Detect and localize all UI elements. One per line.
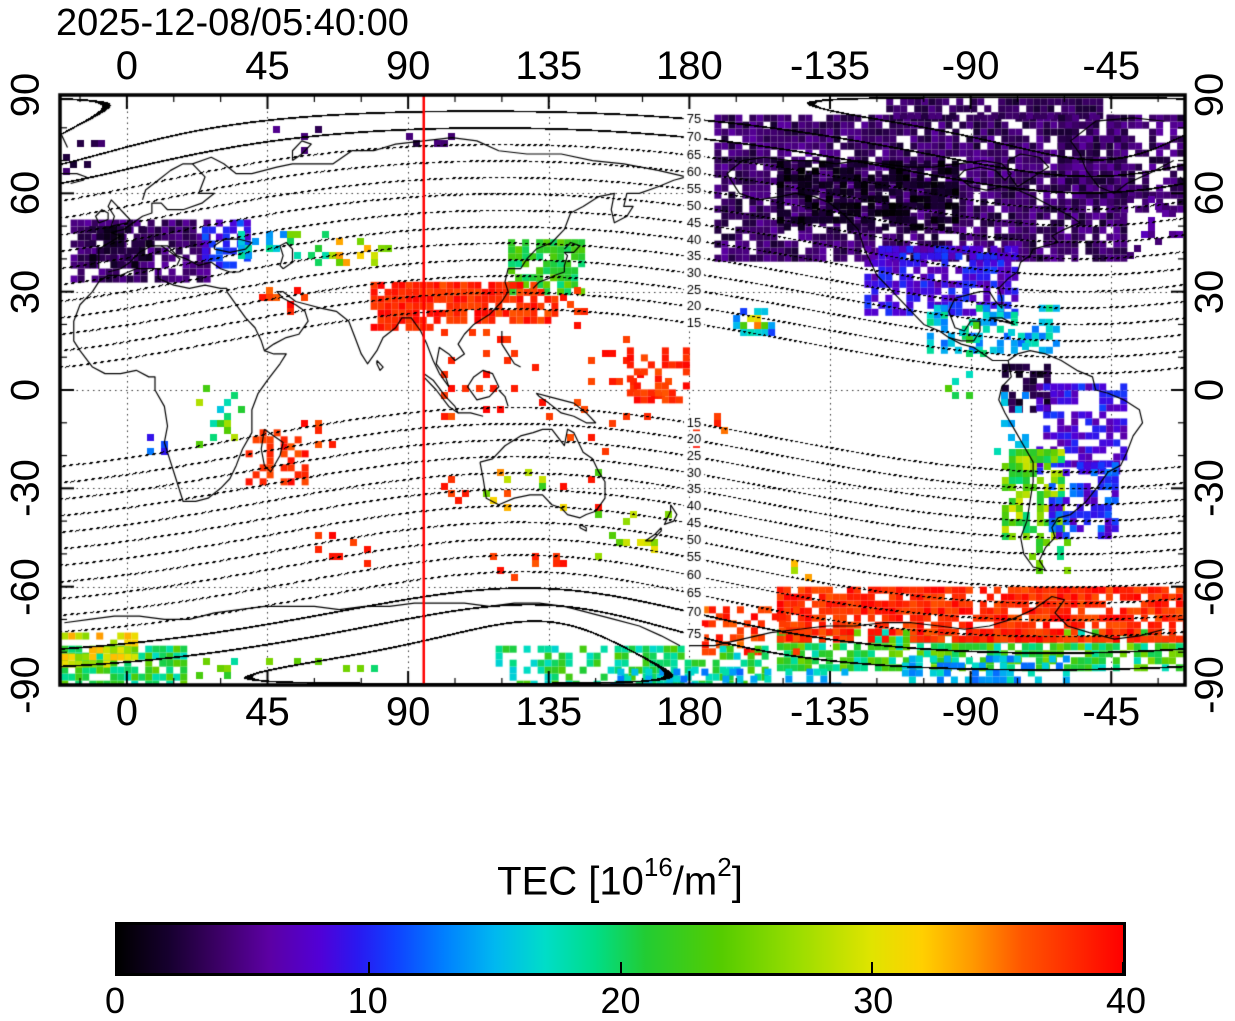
colorbar-tick-label: 20 — [600, 980, 641, 1021]
lat-tick-label-right: 60 — [1187, 171, 1232, 216]
lat-tick-label-right: 0 — [1187, 378, 1232, 402]
colorbar-tick — [870, 962, 873, 973]
lat-tick-label-right: -30 — [1187, 459, 1232, 518]
lon-tick-label-bottom: -90 — [941, 690, 1000, 734]
colorbar-title: TEC [1016/m2] — [497, 852, 743, 904]
timestamp-title: 2025-12-08/05:40:00 — [56, 2, 409, 44]
colorbar-tick — [368, 962, 371, 973]
lon-tick-label-top: -135 — [789, 44, 871, 88]
lat-tick-label-left: 60 — [3, 171, 48, 216]
lon-tick-label-bottom: 135 — [515, 690, 583, 734]
colorbar-title-text: /m — [672, 859, 718, 904]
colorbar-tick — [619, 962, 622, 973]
colorbar-title-text: ] — [731, 859, 743, 904]
lat-tick-label-right: -90 — [1187, 656, 1232, 714]
lon-tick-label-bottom: -45 — [1082, 690, 1141, 734]
lat-tick-label-left: 90 — [3, 72, 48, 118]
colorbar-tick-label: 10 — [347, 980, 388, 1021]
lat-tick-label-left: 0 — [3, 378, 48, 402]
lon-tick-label-bottom: 0 — [115, 690, 138, 734]
colorbar — [115, 922, 1126, 976]
colorbar-tick — [1122, 962, 1124, 973]
lon-tick-label-top: 135 — [515, 44, 583, 88]
colorbar-title-text: TEC [10 — [497, 859, 644, 904]
colorbar-tick — [117, 962, 119, 973]
lon-tick-label-top: -45 — [1082, 44, 1141, 88]
lon-tick-label-bottom: -135 — [789, 690, 871, 734]
lon-tick-label-top: 180 — [656, 44, 723, 88]
colorbar-tick-label: 0 — [104, 980, 126, 1021]
lon-tick-label-top: -90 — [941, 44, 1000, 88]
lat-tick-label-right: -60 — [1187, 557, 1232, 616]
lon-tick-label-bottom: 90 — [385, 690, 431, 734]
colorbar-tick-label: 40 — [1105, 980, 1147, 1021]
lat-tick-label-left: -30 — [3, 459, 48, 518]
lon-tick-label-bottom: 45 — [245, 690, 290, 734]
lon-tick-label-top: 45 — [245, 44, 290, 88]
colorbar-title-superscript: 2 — [717, 852, 732, 882]
lon-tick-label-top: 0 — [115, 44, 138, 88]
lon-tick-label-bottom: 180 — [656, 690, 723, 734]
lon-tick-label-top: 90 — [385, 44, 431, 88]
colorbar-title-superscript: 16 — [643, 852, 673, 882]
colorbar-tick-label: 30 — [853, 980, 894, 1021]
lat-tick-label-right: 90 — [1187, 72, 1232, 118]
lat-tick-label-left: -60 — [3, 557, 48, 616]
lat-tick-label-left: 30 — [3, 269, 48, 314]
lat-tick-label-left: -90 — [3, 656, 48, 714]
lat-tick-label-right: 30 — [1187, 269, 1232, 314]
